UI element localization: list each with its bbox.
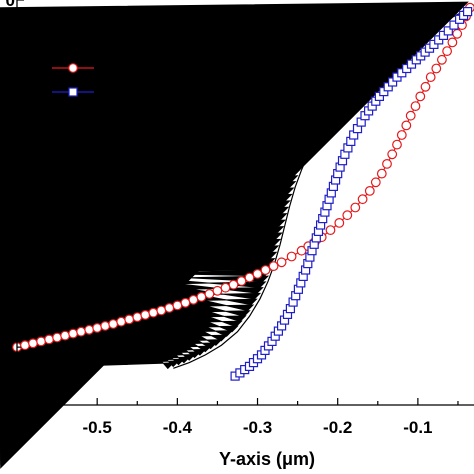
data-point (276, 257, 287, 268)
data-point (376, 168, 387, 179)
data-point (236, 276, 247, 287)
data-point (28, 338, 38, 349)
legend-label: standard (100, 36, 170, 54)
data-point (392, 139, 402, 150)
legend-item: 2 times slower (52, 84, 214, 102)
legend: standard 2 times faster 2 times slower (52, 36, 214, 102)
series-2-times-slower (230, 6, 473, 381)
legend-label: 2 times faster (100, 60, 207, 78)
legend-marker (66, 37, 80, 50)
data-point (244, 272, 255, 283)
legend-item: standard (52, 36, 170, 54)
data-point (286, 251, 297, 262)
data-point (212, 285, 223, 296)
data-point (425, 72, 436, 82)
x-tick-label: -0.6 (2, 418, 31, 437)
data-point (447, 37, 458, 48)
data-point (410, 101, 421, 111)
data-point (20, 340, 30, 351)
data-point (415, 91, 426, 102)
data-point (342, 210, 353, 221)
data-point (76, 326, 86, 337)
x-tick-label: -0.3 (243, 418, 272, 437)
data-point (164, 303, 175, 313)
data-point (296, 245, 307, 256)
data-point (116, 316, 127, 327)
data-point (52, 332, 62, 343)
data-point (68, 328, 78, 339)
y-tick-label: 2 (6, 68, 15, 87)
legend-marker (68, 87, 78, 97)
y-tick-label: 10 (0, 377, 15, 396)
data-point (36, 336, 46, 347)
axis-layer: -0.6 -0.5 -0.4 -0.3 -0.2 -0.1 0 2 4 6 8 10 (0, 0, 474, 437)
data-point (364, 185, 375, 196)
data-point (437, 54, 447, 65)
data-point (140, 310, 151, 320)
data-point (452, 28, 463, 39)
x-tick-label: -0.1 (403, 418, 432, 437)
x-tick-label: -0.4 (163, 418, 193, 437)
data-point (449, 20, 459, 30)
x-axis-title: Y-axis (μm) (219, 449, 315, 469)
data-point (172, 300, 183, 311)
series-standard (0, 1, 469, 469)
data-point (260, 265, 271, 275)
legend-marker (68, 63, 78, 73)
data-point (443, 26, 453, 36)
data-point (370, 177, 381, 188)
data-point (396, 130, 407, 140)
data-point (401, 120, 412, 131)
data-point (220, 282, 231, 293)
data-point (442, 46, 453, 56)
y-tick-label: 8 (6, 300, 15, 319)
data-point (180, 297, 191, 308)
data-point (196, 292, 207, 302)
data-point (188, 294, 199, 305)
data-point (405, 110, 416, 121)
data-point (228, 279, 239, 290)
data-point (60, 330, 70, 341)
data-point (44, 334, 54, 345)
data-point (0, 1, 469, 469)
data-point (268, 261, 279, 272)
y-tick-label: 4 (6, 145, 16, 164)
data-point (382, 158, 392, 169)
data-point (84, 324, 95, 335)
data-point (350, 202, 361, 213)
data-point (124, 314, 135, 325)
data-point (431, 63, 442, 74)
data-point (387, 149, 398, 160)
data-point (334, 217, 345, 228)
data-point (420, 81, 431, 92)
y-tick-label: 0 (6, 0, 15, 10)
data-point (204, 289, 215, 299)
x-tick-label: -0.2 (323, 418, 352, 437)
data-point (132, 312, 143, 323)
legend-item: 2 times faster (52, 60, 207, 78)
data-point (92, 323, 103, 333)
legend-label: 2 times slower (100, 84, 214, 102)
data-point (100, 321, 111, 331)
x-tick-label: -0.5 (83, 418, 112, 437)
data-point (325, 225, 336, 236)
data-point (148, 307, 159, 318)
y-tick-label: 6 (6, 222, 15, 241)
data-point (108, 319, 119, 329)
data-point (463, 6, 473, 17)
data-point (252, 269, 263, 279)
data-point (357, 194, 368, 205)
data-point (156, 305, 167, 316)
